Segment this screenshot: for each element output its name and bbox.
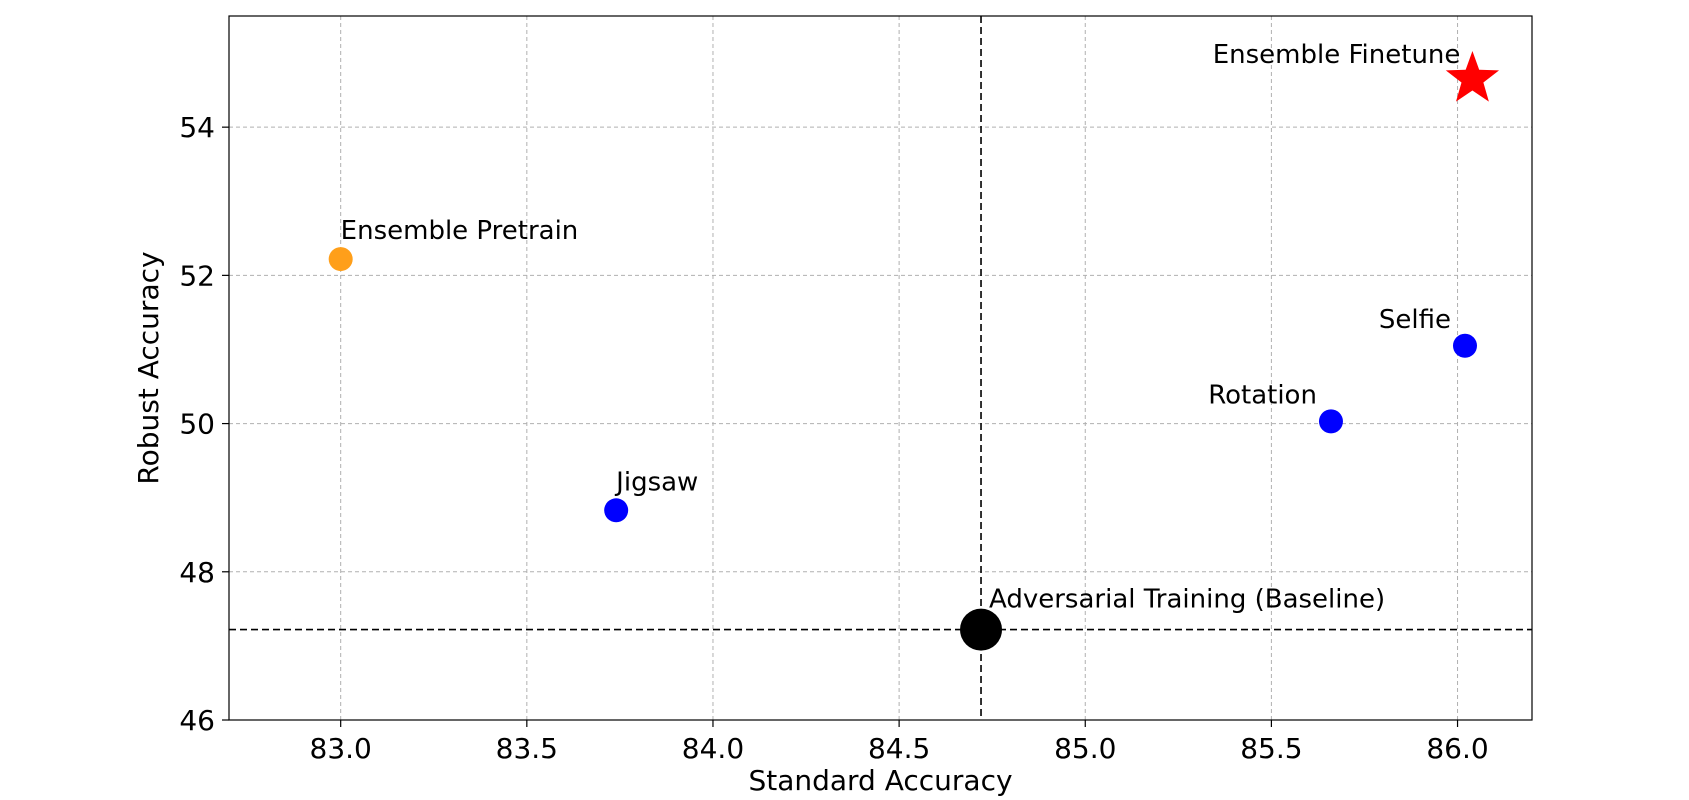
- data-points: [328, 50, 1500, 651]
- x-tick-label: 84.5: [868, 732, 930, 765]
- point-ensemble-pretrain: [328, 247, 353, 272]
- x-tick-label: 85.5: [1240, 732, 1302, 765]
- plot-border: [228, 15, 1533, 721]
- plot-frame: [228, 15, 1533, 721]
- label-selfie: Selfie: [1379, 305, 1451, 335]
- point-ensemble-finetune: [1445, 50, 1500, 102]
- point-adversarial-training-baseline: [960, 608, 1003, 651]
- y-tick-label: 52: [179, 259, 215, 292]
- x-tick-label: 83.0: [310, 732, 372, 765]
- x-tick-label: 83.5: [496, 732, 558, 765]
- reference-lines: [229, 16, 1532, 720]
- label-jigsaw: Jigsaw: [614, 467, 698, 497]
- label-ensemble-finetune: Ensemble Finetune: [1213, 40, 1461, 70]
- point-labels: Ensemble Finetune Ensemble Pretrain Selfie…: [341, 40, 1461, 615]
- y-tick-label: 54: [179, 111, 215, 144]
- y-tick-label: 48: [179, 556, 215, 589]
- x-tick-label: 84.0: [682, 732, 744, 765]
- x-axis-title: Standard Accuracy: [748, 764, 1012, 797]
- point-jigsaw: [604, 498, 629, 523]
- label-adversarial-training-baseline: Adversarial Training (Baseline): [989, 585, 1385, 615]
- label-rotation: Rotation: [1208, 380, 1317, 410]
- point-selfie: [1452, 333, 1477, 358]
- point-rotation: [1318, 409, 1343, 434]
- y-tick-label: 50: [179, 408, 215, 441]
- label-ensemble-pretrain: Ensemble Pretrain: [341, 216, 579, 246]
- y-tick-label: 46: [179, 704, 215, 737]
- axis-ticks: 83.0 83.5 84.0 84.5 85.0 85.5 86.0 46 48 50 52 54: [179, 111, 1488, 765]
- y-axis-title: Robust Accuracy: [132, 251, 165, 484]
- x-tick-label: 86.0: [1426, 732, 1488, 765]
- x-tick-label: 85.0: [1054, 732, 1116, 765]
